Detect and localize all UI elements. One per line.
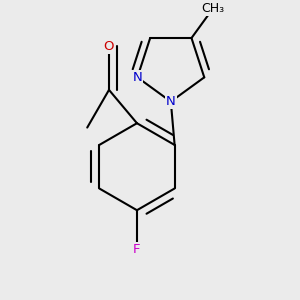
Text: N: N <box>133 71 142 84</box>
Text: CH₃: CH₃ <box>202 2 225 15</box>
Text: F: F <box>133 243 141 256</box>
Text: O: O <box>104 40 114 53</box>
Text: N: N <box>166 95 176 108</box>
